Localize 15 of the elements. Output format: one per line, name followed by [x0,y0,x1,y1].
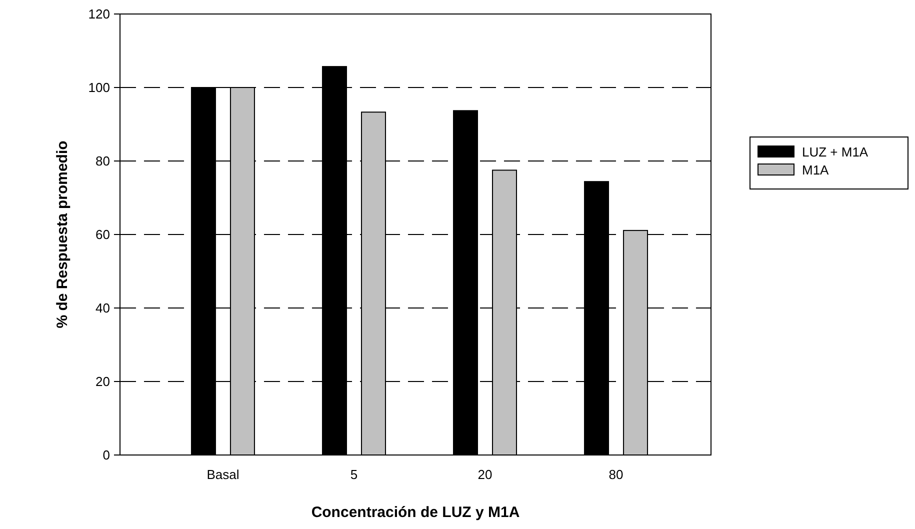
legend-label: LUZ + M1A [802,144,868,160]
x-axis-title: Concentración de LUZ y M1A [311,504,520,521]
x-tick-label: Basal [206,467,240,482]
y-tick-label: 60 [96,227,110,242]
y-tick-label: 80 [96,154,110,169]
x-tick-label: 5 [350,467,358,482]
y-tick-label: 20 [96,374,110,390]
legend-label: M1A [802,162,830,178]
y-axis-title: % de Respuesta promedio [54,140,71,328]
y-tick-label: 100 [88,80,110,96]
y-tick-label: 0 [102,448,110,463]
y-tick-label: 40 [96,300,110,316]
x-tick-label: 80 [608,467,624,482]
y-tick-label: 120 [88,6,110,22]
x-tick-label: 20 [478,467,492,482]
